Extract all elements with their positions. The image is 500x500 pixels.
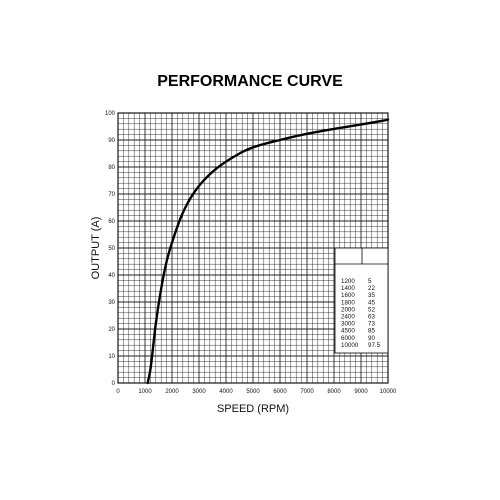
table-speed-value: 1400 — [341, 285, 355, 292]
x-tick-label: 5000 — [246, 389, 260, 395]
table-output-value: 63 — [368, 314, 375, 321]
x-tick-label: 3000 — [192, 389, 206, 395]
y-tick-label: 60 — [108, 219, 115, 225]
x-tick-label: 0 — [116, 389, 120, 395]
y-tick-label: 90 — [108, 138, 115, 144]
chart-title: PERFORMANCE CURVE — [157, 73, 343, 90]
y-tick-label: 30 — [108, 300, 115, 306]
x-tick-label: 8000 — [327, 389, 341, 395]
y-tick-label: 0 — [112, 381, 116, 387]
y-tick-label: 100 — [105, 111, 116, 117]
table-speed-value: 1800 — [341, 299, 355, 306]
table-speed-value: 4500 — [341, 328, 355, 335]
table-output-value: 73 — [368, 321, 375, 328]
table-output-value: 90 — [368, 335, 375, 342]
y-tick-label: 10 — [108, 354, 115, 360]
table-speed-value: 3000 — [341, 321, 355, 328]
y-tick-label: 50 — [108, 246, 115, 252]
y-tick-label: 80 — [108, 165, 115, 171]
x-tick-label: 4000 — [219, 389, 233, 395]
x-tick-label: 1000 — [138, 389, 152, 395]
table-speed-value: 2400 — [341, 314, 355, 321]
x-tick-label: 9000 — [354, 389, 368, 395]
table-output-value: 45 — [368, 299, 375, 306]
table-output-value: 5 — [368, 278, 372, 285]
table-speed-value: 2000 — [341, 306, 355, 313]
y-tick-label: 20 — [108, 327, 115, 333]
data-table-box — [334, 247, 389, 354]
y-axis-label: OUTPUT (A) — [90, 217, 102, 280]
y-axis-ticks: 0 10 20 30 40 50 60 70 80 90 100 — [105, 111, 116, 387]
table-speed-value: 6000 — [341, 335, 355, 342]
performance-curve-line — [146, 118, 390, 385]
x-tick-label: 10000 — [380, 389, 397, 395]
y-tick-label: 40 — [108, 273, 115, 279]
table-output-value: 97.5 — [368, 342, 381, 349]
table-output-value: 85 — [368, 328, 375, 335]
x-axis-label: SPEED (RPM) — [217, 403, 289, 415]
x-tick-label: 6000 — [273, 389, 287, 395]
x-axis-ticks: 0 1000 2000 3000 4000 5000 6000 7000 8000 9000 100… — [116, 389, 397, 395]
table-output-value: 35 — [368, 292, 375, 299]
table-speed-value: 10000 — [341, 342, 359, 349]
table-speed-value: 1200 — [341, 278, 355, 285]
y-tick-label: 70 — [108, 192, 115, 198]
data-table: 1200 5 1400 22 1600 35 1800 45 2000 52 2400 63 3000 7… — [335, 248, 388, 349]
table-output-value: 52 — [368, 306, 375, 313]
table-output-value: 22 — [368, 285, 375, 292]
x-tick-label: 2000 — [165, 389, 179, 395]
x-tick-label: 7000 — [300, 389, 314, 395]
table-speed-value: 1600 — [341, 292, 355, 299]
